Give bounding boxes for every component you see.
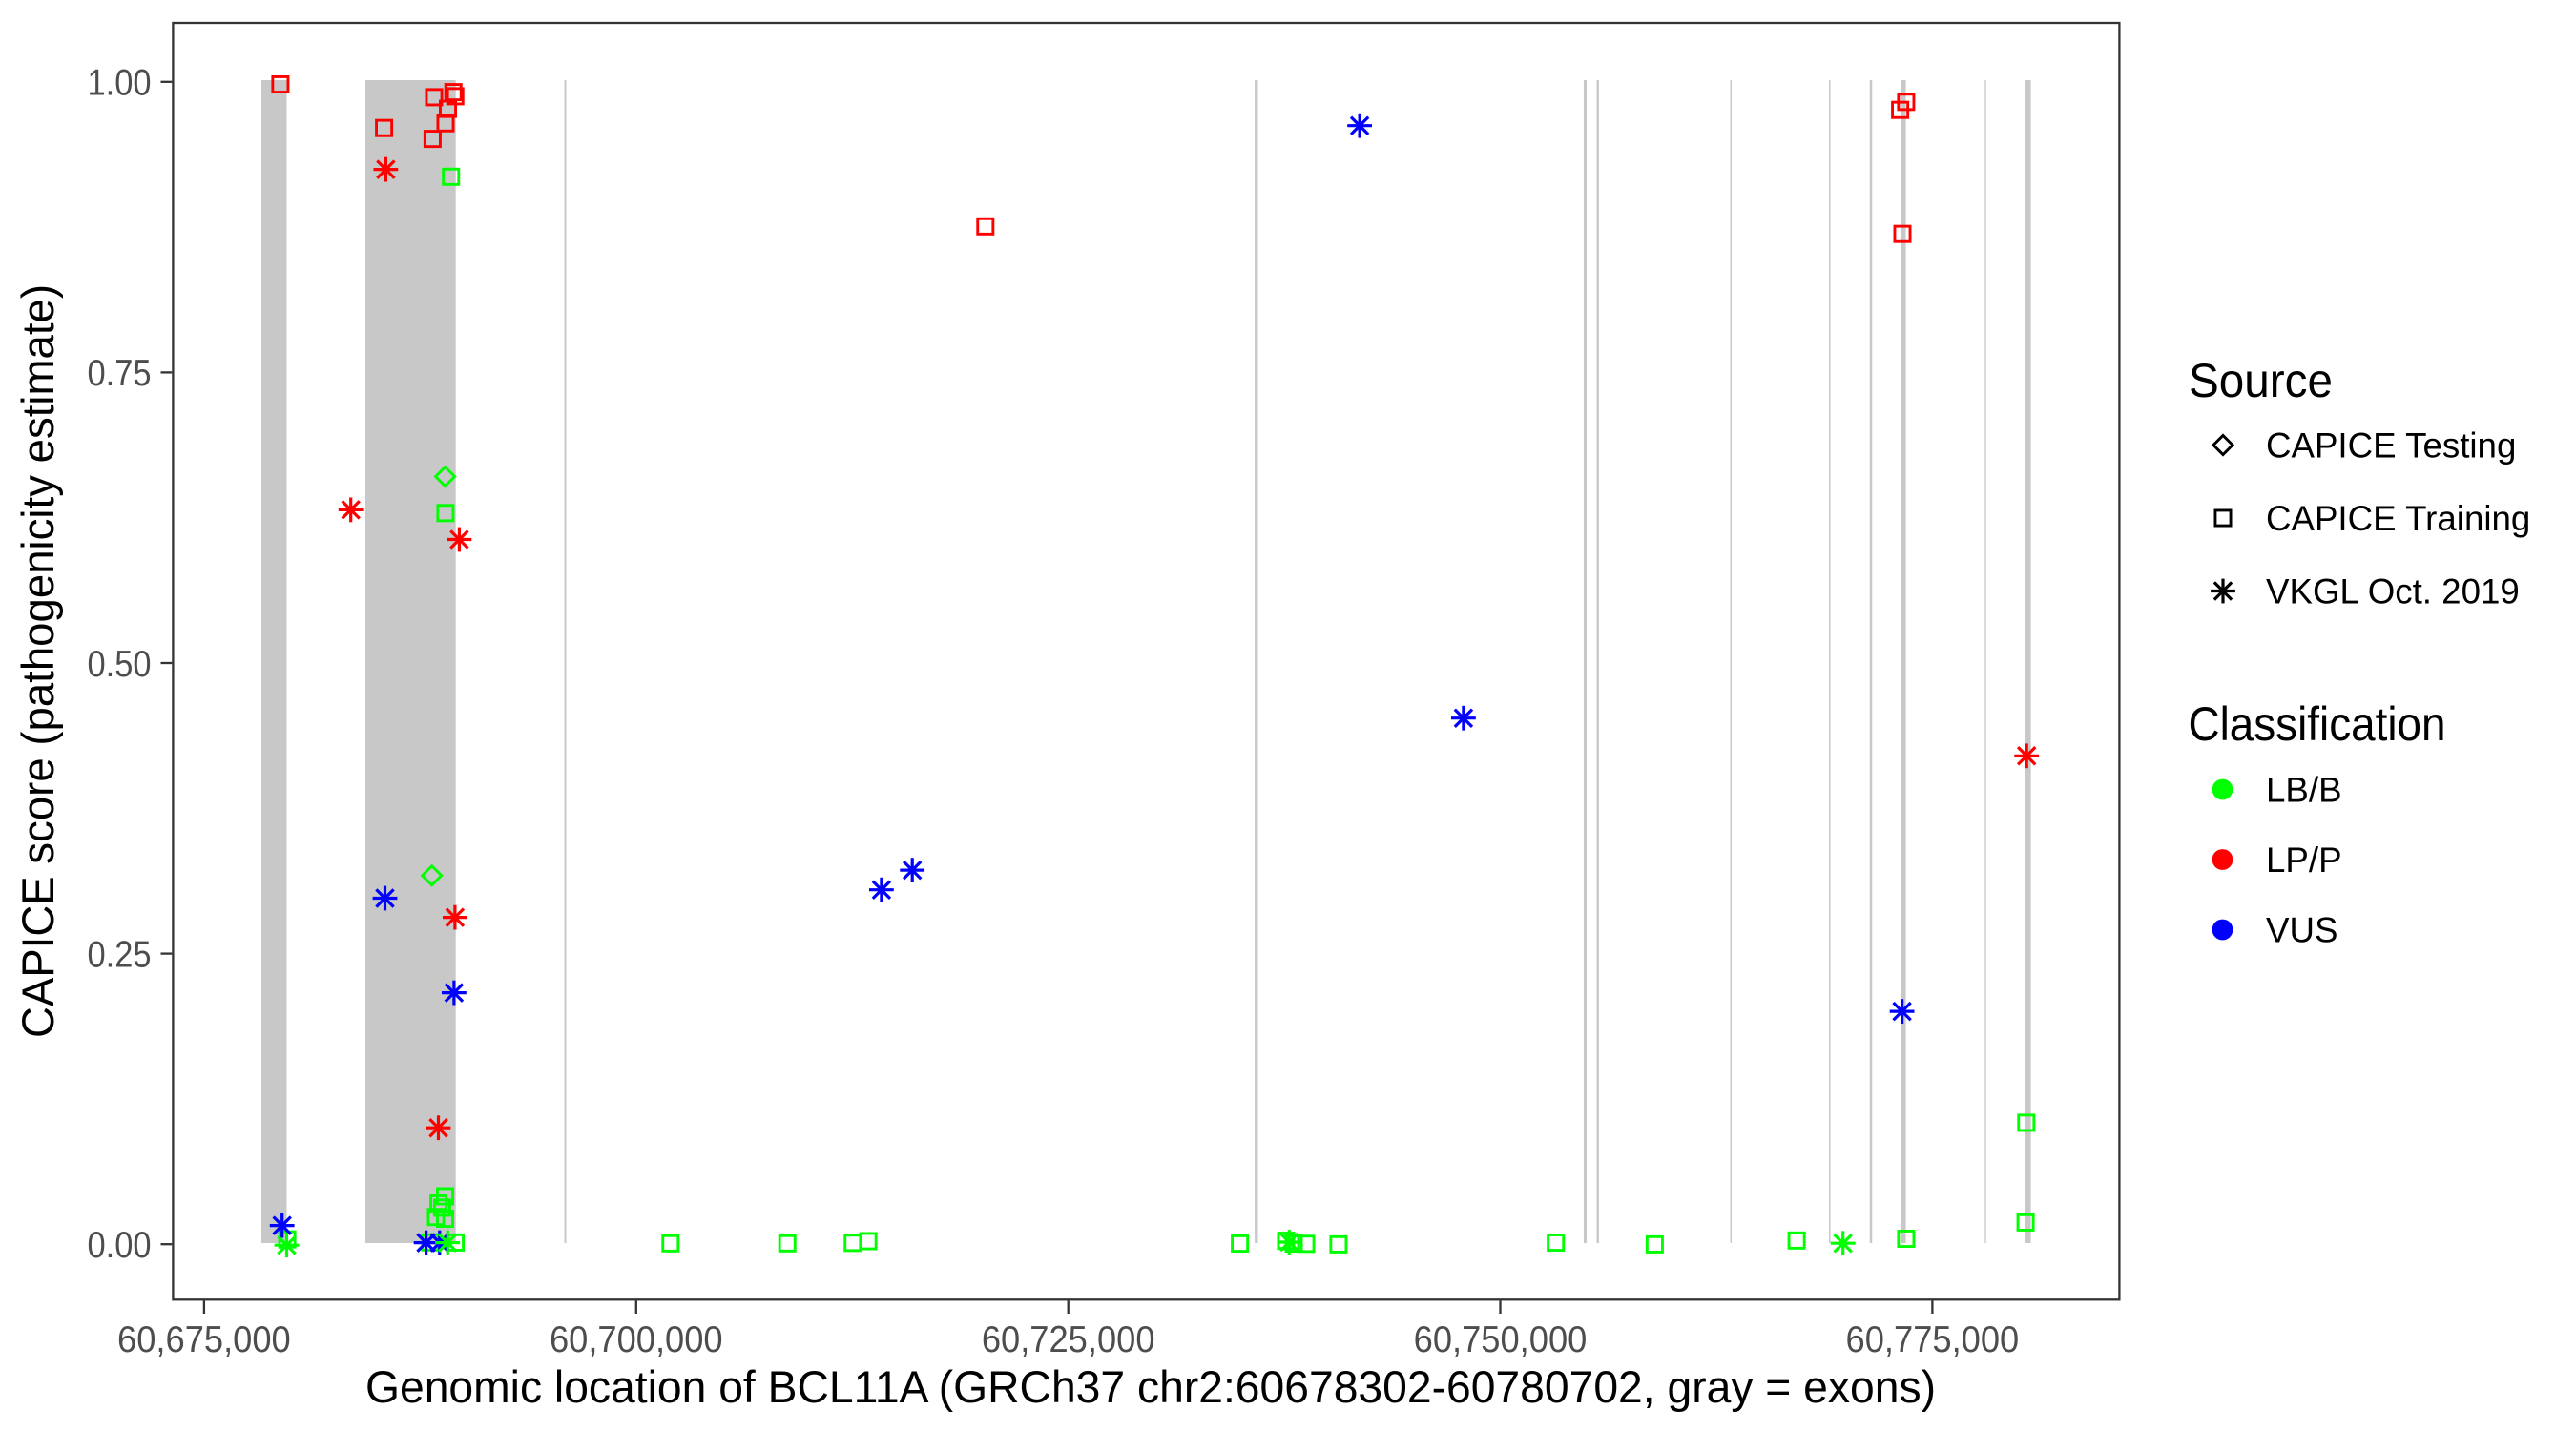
svg-text:1.00: 1.00	[88, 63, 152, 104]
svg-text:60,675,000: 60,675,000	[117, 1319, 291, 1360]
svg-text:60,750,000: 60,750,000	[1414, 1319, 1588, 1360]
svg-text:VKGL Oct. 2019: VKGL Oct. 2019	[2266, 572, 2520, 612]
svg-text:CAPICE Training: CAPICE Training	[2266, 499, 2530, 538]
svg-text:Source: Source	[2189, 354, 2333, 407]
svg-text:LP/P: LP/P	[2266, 840, 2342, 880]
svg-text:Genomic location of BCL11A (GR: Genomic location of BCL11A (GRCh37 chr2:…	[365, 1362, 1936, 1413]
svg-text:0.50: 0.50	[88, 644, 152, 685]
svg-text:0.25: 0.25	[88, 934, 152, 975]
svg-text:60,725,000: 60,725,000	[982, 1319, 1155, 1360]
svg-text:0.00: 0.00	[88, 1225, 152, 1266]
svg-text:VUS: VUS	[2266, 911, 2337, 950]
svg-text:LB/B: LB/B	[2266, 771, 2342, 810]
svg-text:60,775,000: 60,775,000	[1846, 1319, 2020, 1360]
svg-text:CAPICE Testing: CAPICE Testing	[2266, 426, 2516, 466]
svg-text:0.75: 0.75	[88, 353, 152, 394]
svg-text:60,700,000: 60,700,000	[550, 1319, 723, 1360]
svg-text:CAPICE score (pathogenicity es: CAPICE score (pathogenicity estimate)	[13, 284, 64, 1038]
svg-text:Classification: Classification	[2189, 697, 2446, 751]
